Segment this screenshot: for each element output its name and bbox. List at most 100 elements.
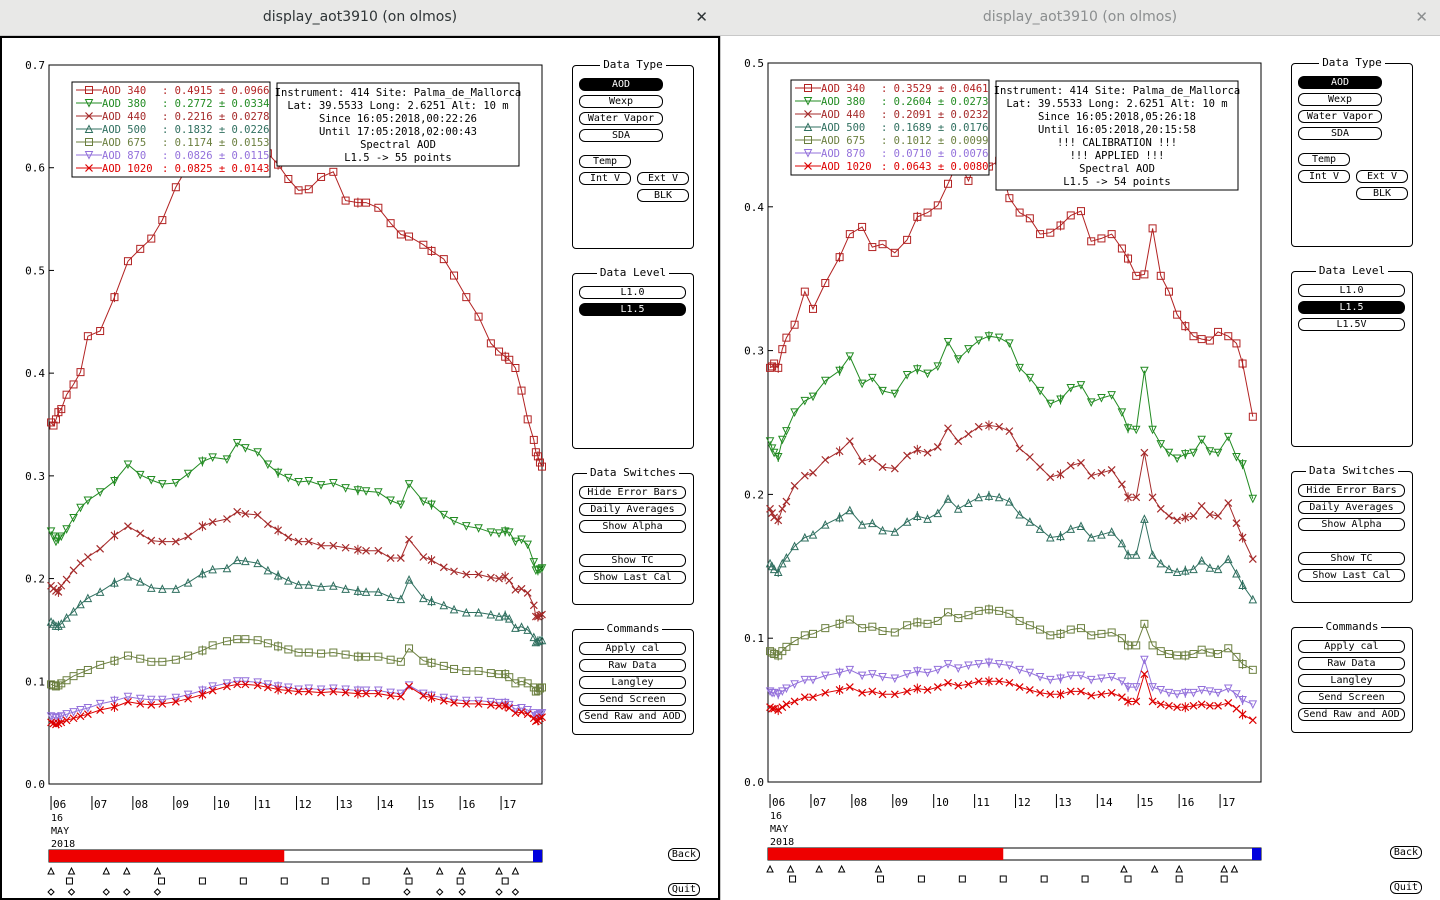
client-area: 0.0 0.1 0.2 0.3 0.4 0.5 0.6 0.7 06 07 08 09 10 11 12 13… [0, 36, 720, 900]
data-point [1036, 463, 1044, 472]
data-type-temp-button[interactable]: Temp [579, 155, 631, 168]
quit-button[interactable]: Quit [1389, 881, 1422, 894]
legend-label: AOD 440 [102, 111, 146, 123]
data-type-water-vapor-button[interactable]: Water Vapor [1298, 110, 1382, 123]
data-type-int-v-button[interactable]: Int V [1298, 170, 1350, 183]
data-point [427, 658, 436, 667]
data-type-aod-button[interactable]: AOD [579, 78, 663, 91]
data-point [110, 293, 119, 302]
show-tc-button[interactable]: Show TC [579, 554, 686, 567]
info-line: !!! APPLIED !!! [1070, 150, 1165, 162]
show-last-cal-button[interactable]: Show Last Cal [1298, 569, 1405, 582]
data-point [450, 271, 459, 280]
x-tick-label: 10 [936, 796, 949, 809]
data-level-l1-5v-button[interactable]: L1.5V [1298, 318, 1405, 331]
send-screen-button[interactable]: Send Screen [1298, 691, 1405, 704]
send-raw-and-aod-button[interactable]: Send Raw and AOD [579, 710, 686, 723]
data-level-l1-5-button[interactable]: L1.5 [1298, 301, 1405, 314]
send-raw-and-aod-button[interactable]: Send Raw and AOD [1298, 708, 1405, 721]
legend-stat: : 0.1174 ± 0.0153 [162, 137, 269, 149]
data-point [439, 600, 449, 610]
data-point [241, 677, 250, 686]
data-point [1076, 207, 1085, 216]
data-type-sda-button[interactable]: SDA [579, 129, 663, 142]
panel-title-text: Data Switches [586, 466, 680, 479]
data-point [1181, 565, 1190, 575]
data-point [511, 364, 520, 373]
back-button[interactable]: Back [667, 848, 700, 861]
data-point [462, 699, 471, 708]
raw-data-button[interactable]: Raw Data [579, 659, 686, 672]
timeline-marker-triangle [47, 866, 55, 875]
data-point [1132, 697, 1141, 706]
data-point [511, 705, 520, 714]
data-point [858, 688, 867, 697]
data-point [396, 594, 406, 604]
timeline-marker-square [958, 875, 966, 883]
data-point [1248, 665, 1257, 674]
data-level-l1-0-button[interactable]: L1.0 [579, 286, 686, 299]
apply-cal-button[interactable]: Apply cal [579, 642, 686, 655]
langley-button[interactable]: Langley [579, 676, 686, 689]
legend-swatch-marker [804, 84, 812, 92]
data-type-wexp-button[interactable]: Wexp [579, 95, 663, 108]
data-point [304, 648, 313, 657]
data-point [1181, 322, 1190, 331]
window-title: display_aot3910 (on olmos) [262, 9, 458, 25]
data-point [253, 510, 262, 519]
data-point [405, 644, 414, 653]
timeline-marker-triangle [1220, 864, 1228, 873]
apply-cal-button[interactable]: Apply cal [1298, 640, 1405, 653]
data-type-blk-button[interactable]: BLK [1356, 187, 1408, 200]
data-point [504, 528, 514, 537]
window-titlebar[interactable]: display_aot3910 (on olmos) ✕ [0, 0, 720, 36]
data-type-temp-button[interactable]: Temp [1298, 153, 1350, 166]
data-point [1197, 501, 1206, 510]
data-point [241, 680, 250, 689]
data-point [1124, 493, 1132, 502]
langley-button[interactable]: Langley [1298, 674, 1405, 687]
hide-error-bars-button[interactable]: Hide Error Bars [579, 486, 686, 499]
daily-averages-button[interactable]: Daily Averages [1298, 501, 1405, 514]
data-type-int-v-button[interactable]: Int V [579, 172, 631, 185]
data-point [943, 660, 953, 669]
back-button[interactable]: Back [1389, 846, 1422, 859]
data-point [171, 584, 181, 593]
data-point [62, 676, 71, 685]
data-point [994, 492, 1004, 502]
show-last-cal-button[interactable]: Show Last Cal [579, 571, 686, 584]
x-axis-date-label: 2018 [51, 839, 75, 850]
data-type-sda-button[interactable]: SDA [1298, 127, 1382, 140]
data-point [537, 564, 547, 573]
timeline-marker-diamond [67, 888, 76, 896]
daily-averages-button[interactable]: Daily Averages [579, 503, 686, 516]
quit-button[interactable]: Quit [667, 883, 700, 896]
data-level-l1-0-button[interactable]: L1.0 [1298, 284, 1405, 297]
show-alpha-button[interactable]: Show Alpha [1298, 518, 1405, 531]
data-point [1097, 394, 1106, 403]
data-type-aod-button[interactable]: AOD [1298, 76, 1382, 89]
timeline-marker-square [999, 875, 1007, 883]
data-type-ext-v-button[interactable]: Ext V [1356, 170, 1408, 183]
data-point [474, 699, 483, 708]
data-type-ext-v-button[interactable]: Ext V [637, 172, 689, 185]
data-point [439, 510, 449, 520]
data-point [501, 702, 510, 710]
timeline-marker-triangle [1230, 864, 1239, 873]
raw-data-button[interactable]: Raw Data [1298, 657, 1405, 670]
info-line: Spectral AOD [1079, 163, 1155, 175]
close-icon[interactable]: ✕ [695, 8, 708, 26]
show-alpha-button[interactable]: Show Alpha [579, 520, 686, 533]
data-point [316, 582, 326, 591]
data-point [1205, 648, 1214, 657]
timeline-marker-diamond [102, 888, 110, 896]
send-screen-button[interactable]: Send Screen [579, 693, 686, 706]
close-icon[interactable]: ✕ [1415, 8, 1428, 26]
window-titlebar[interactable]: display_aot3910 (on olmos) ✕ [720, 0, 1440, 36]
hide-error-bars-button[interactable]: Hide Error Bars [1298, 484, 1405, 497]
data-level-l1-5-button[interactable]: L1.5 [579, 303, 686, 316]
data-type-blk-button[interactable]: BLK [637, 189, 689, 202]
data-type-wexp-button[interactable]: Wexp [1298, 93, 1382, 106]
data-type-water-vapor-button[interactable]: Water Vapor [579, 112, 663, 125]
show-tc-button[interactable]: Show TC [1298, 552, 1405, 565]
